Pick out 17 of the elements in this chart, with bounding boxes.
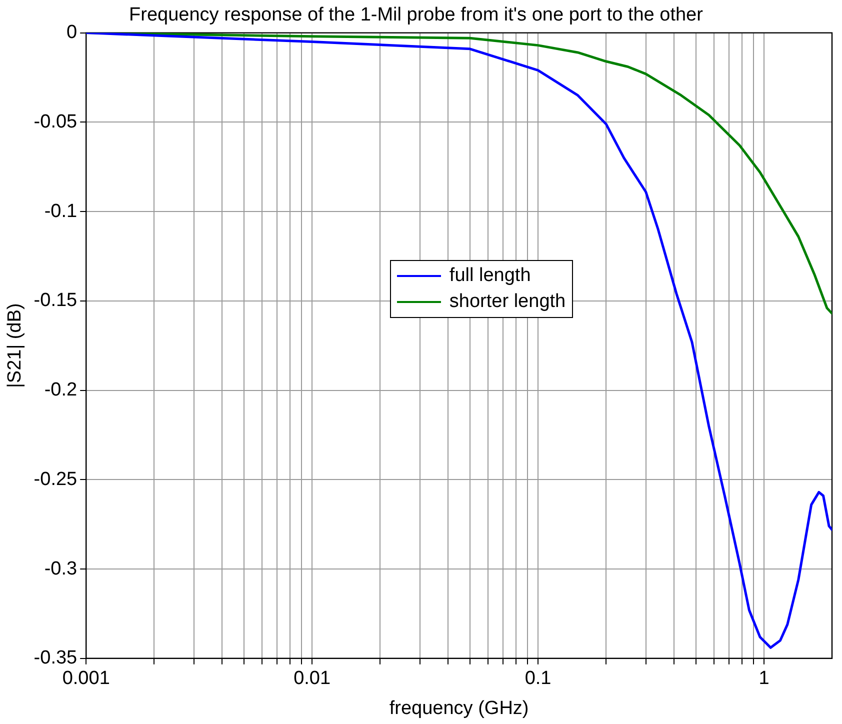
y-tick-label: 0 (66, 22, 78, 44)
y-tick-label: -0.15 (34, 290, 78, 312)
y-tick-label: -0.25 (34, 468, 78, 490)
x-tick-label: 1 (758, 668, 770, 690)
y-axis-title: |S21| (dB) (4, 303, 26, 388)
x-axis-title: frequency (GHz) (389, 698, 529, 719)
y-tick-label: -0.3 (44, 558, 78, 580)
x-tick-label: 0.001 (62, 668, 110, 690)
chart-title: Frequency response of the 1-Mil probe from it's one port to the other (129, 4, 704, 26)
y-tick-label: -0.05 (34, 111, 78, 132)
legend-label: full length (448, 264, 532, 288)
y-tick-label: -0.35 (34, 648, 78, 669)
y-tick-label: -0.1 (44, 200, 78, 222)
x-tick-label: 0.1 (524, 668, 552, 690)
x-tick-label: 0.01 (294, 668, 331, 690)
legend-label: shorter length (448, 290, 566, 314)
y-tick-label: -0.2 (44, 380, 78, 401)
